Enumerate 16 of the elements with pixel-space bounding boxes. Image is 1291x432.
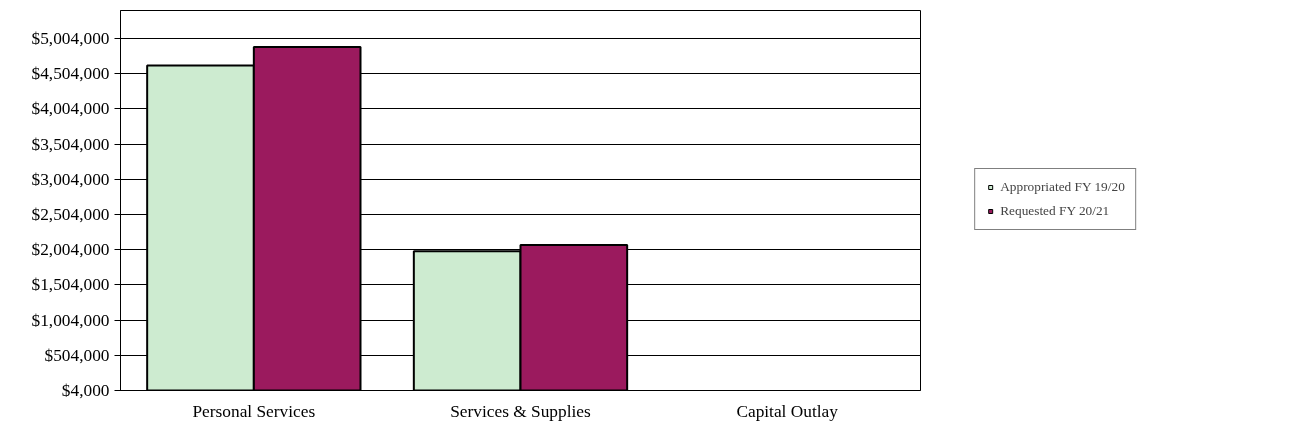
y-tick-label: $4,000 [61, 381, 110, 400]
y-tick-label: $504,000 [44, 345, 110, 365]
legend-label: Appropriated FY 19/20 [1000, 178, 1125, 195]
y-tick-label: $4,004,000 [31, 99, 110, 119]
y-tick-label: $3,504,000 [31, 134, 110, 154]
legend-label: Requested FY 20/21 [1000, 202, 1110, 219]
y-tick-label: $3,004,000 [31, 169, 110, 189]
x-tick-label: Services & Supplies [450, 401, 592, 421]
x-tick-label: Capital Outlay [736, 401, 839, 421]
x-tick-label: Personal Services [192, 401, 316, 421]
y-tick-label: $1,004,000 [31, 310, 110, 330]
y-tick-label: $5,004,000 [31, 28, 110, 48]
y-tick-label: $2,504,000 [31, 204, 110, 224]
y-tick-label: $1,504,000 [31, 275, 110, 295]
y-tick-label: $2,004,000 [31, 240, 110, 260]
y-tick-label: $4,504,000 [31, 64, 110, 84]
